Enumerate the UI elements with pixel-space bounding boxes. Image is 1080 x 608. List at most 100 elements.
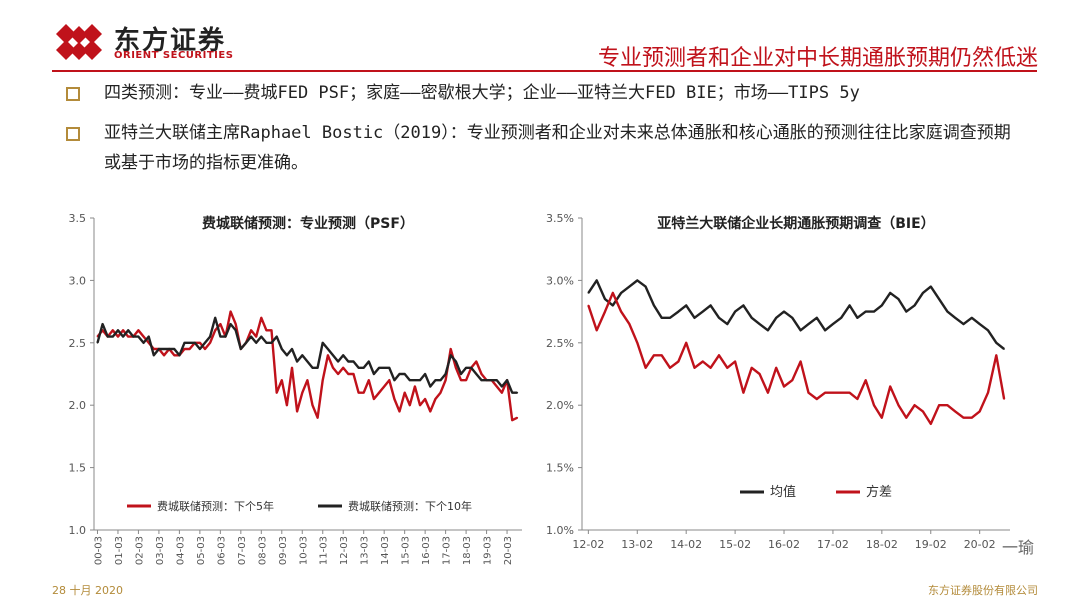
series-2-point bbox=[403, 373, 406, 375]
series-2-point bbox=[234, 329, 237, 332]
series-2-point bbox=[214, 317, 216, 319]
series-2-point bbox=[291, 348, 293, 350]
x-tick-label: 19-02 bbox=[915, 538, 947, 551]
x-tick-label: 12-02 bbox=[572, 538, 604, 551]
footer-company: 东方证券股份有限公司 bbox=[928, 584, 1038, 597]
series-1-point bbox=[173, 354, 176, 357]
chart-psf-svg: 费城联储预测：专业预测（PSF） 1.0 1.5 2.0 2.5 3.0 3.5 00-03 0… bbox=[69, 212, 522, 565]
x-tick-label: 13-03 bbox=[360, 536, 371, 565]
x-tick-label: 03-03 bbox=[155, 536, 166, 565]
chart-bie-svg: 亚特兰大联储企业长期通胀预期调查（BIE） 1.0% 1.5% 2.0% 2.5% 3.0… bbox=[546, 212, 1010, 551]
x-tick-label: 10-03 bbox=[298, 536, 309, 565]
series-2-point bbox=[913, 404, 916, 406]
x-tick-label: 11-03 bbox=[319, 536, 330, 565]
footer-date: 28 十月 2020 bbox=[52, 584, 123, 597]
series-2-point bbox=[388, 367, 391, 369]
series-1-point bbox=[816, 317, 818, 319]
series-1-point bbox=[204, 348, 206, 350]
series-1-point bbox=[188, 348, 191, 350]
y-tick-label: 1.0% bbox=[546, 524, 574, 537]
x-tick-label: 18-03 bbox=[462, 536, 473, 565]
series-1-point bbox=[455, 367, 457, 369]
legend-label-2: 费城联储预测：下个10年 bbox=[348, 499, 472, 513]
y-tick-label: 2.5 bbox=[69, 337, 87, 350]
series-2-point bbox=[987, 391, 989, 394]
series-1-point bbox=[644, 285, 647, 288]
series-1-point bbox=[142, 335, 145, 338]
series-2-point bbox=[362, 367, 365, 369]
series-1-point bbox=[783, 310, 785, 313]
series-1-point bbox=[281, 379, 283, 381]
series-2-point bbox=[199, 348, 201, 350]
chart-bie: 亚特兰大联储企业长期通胀预期调查（BIE） 1.0% 1.5% 2.0% 2.5% 3.0… bbox=[540, 198, 1020, 573]
series-2-point bbox=[147, 335, 150, 338]
series-2-point bbox=[653, 354, 655, 357]
series-1-point bbox=[791, 317, 794, 319]
series-2-point bbox=[742, 391, 745, 394]
series-1-point bbox=[378, 391, 380, 394]
series-2-point bbox=[398, 373, 401, 375]
series-2-point bbox=[209, 335, 211, 338]
series-1-point bbox=[306, 379, 309, 381]
series-1-point bbox=[995, 342, 998, 344]
series-1-point bbox=[501, 391, 503, 394]
series-2-point bbox=[799, 360, 802, 363]
x-tick-label: 12-03 bbox=[339, 536, 350, 565]
series-2-point bbox=[311, 367, 314, 369]
series-2-point bbox=[204, 342, 206, 344]
series-2-point bbox=[132, 335, 135, 338]
legend-label-2: 方差 bbox=[866, 484, 892, 500]
series-1-point bbox=[352, 373, 355, 375]
series-1-point bbox=[183, 348, 186, 350]
series-2-point bbox=[612, 292, 614, 294]
series-2-point bbox=[620, 310, 622, 313]
series-2-point bbox=[137, 335, 140, 338]
x-tick-label: 06-03 bbox=[216, 536, 227, 565]
series-2-point bbox=[938, 404, 940, 406]
series-2-point bbox=[301, 354, 304, 357]
x-tick-label: 05-03 bbox=[196, 536, 207, 565]
series-2-point bbox=[750, 367, 753, 369]
chart-title: 亚特兰大联储企业长期通胀预期调查（BIE） bbox=[657, 215, 934, 232]
series-1-point bbox=[693, 317, 696, 319]
series-2-point bbox=[434, 379, 437, 381]
series-1-point bbox=[265, 329, 268, 332]
series-1-point bbox=[409, 404, 411, 406]
series-1-point bbox=[137, 329, 140, 332]
series-1-point bbox=[734, 310, 736, 313]
series-2-point bbox=[419, 379, 421, 381]
y-tick-label: 1.5 bbox=[69, 462, 87, 475]
bullet-item-1: 四类预测：专业——费城FED PSF；家庭——密歇根大学；企业——亚特兰大FED… bbox=[66, 78, 1026, 108]
series-2-point bbox=[219, 335, 222, 338]
series-2-point bbox=[142, 342, 145, 344]
series-1-point bbox=[337, 373, 339, 375]
series-2-point bbox=[922, 410, 924, 413]
series-1-point bbox=[702, 310, 704, 313]
series-1-point bbox=[362, 391, 365, 394]
series-1-point bbox=[750, 317, 753, 319]
series-2-point bbox=[455, 360, 457, 363]
series-1-point bbox=[255, 335, 257, 338]
series-2-point bbox=[112, 335, 114, 338]
page-title: 专业预测者和企业对中长期通胀预期仍然低迷 bbox=[597, 46, 1038, 71]
series-2-point bbox=[881, 416, 883, 419]
series-2-point bbox=[726, 367, 729, 369]
series-1-point bbox=[905, 310, 908, 313]
series-2-point bbox=[905, 416, 908, 419]
series-2-point bbox=[275, 335, 278, 338]
series-1-point bbox=[465, 379, 467, 381]
series-1-point bbox=[219, 323, 222, 325]
series-1-point bbox=[460, 379, 462, 381]
series-1-point bbox=[930, 285, 932, 288]
series-2-point bbox=[281, 348, 283, 350]
series-1-point bbox=[922, 292, 924, 294]
x-tick-label: 04-03 bbox=[175, 536, 186, 565]
series-1-point bbox=[832, 323, 834, 325]
series-1-point bbox=[653, 304, 655, 307]
series-1-point bbox=[881, 304, 883, 307]
series-2-point bbox=[783, 385, 785, 388]
series-1-point bbox=[669, 317, 671, 319]
series-2-point bbox=[373, 373, 375, 375]
series-1-point bbox=[301, 391, 304, 394]
series-2-point bbox=[178, 354, 181, 357]
